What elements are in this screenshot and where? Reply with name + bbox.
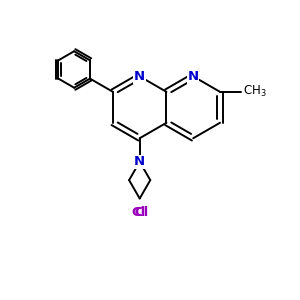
Text: N: N	[188, 70, 199, 83]
Text: N: N	[134, 70, 145, 83]
Text: N: N	[134, 155, 145, 168]
Text: CH$_3$: CH$_3$	[243, 84, 266, 99]
Text: Cl: Cl	[131, 206, 145, 219]
Text: Cl: Cl	[134, 206, 148, 219]
